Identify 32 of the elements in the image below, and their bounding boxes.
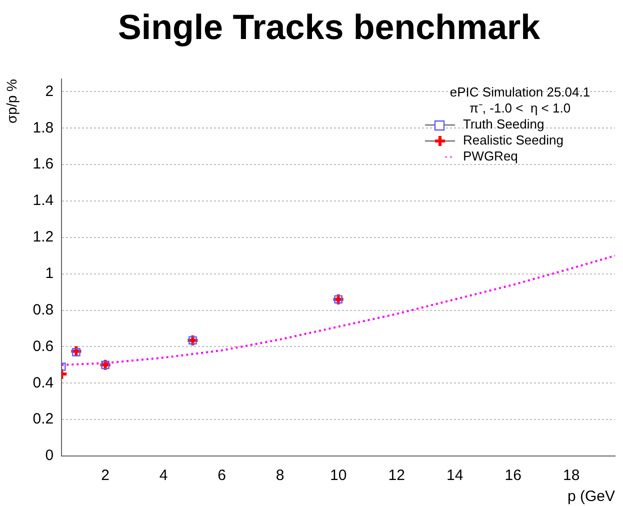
point [72, 348, 80, 356]
legend-label: Truth Seeding [463, 116, 544, 132]
x-tick-label: 10 [330, 467, 347, 484]
x-axis-title: p (GeV [567, 488, 615, 506]
legend-label: Realistic Seeding [463, 132, 564, 148]
y-axis-title: σp/p % [3, 79, 20, 124]
x-tick-label: 14 [446, 467, 464, 484]
y-tick-label: 1.2 [32, 228, 54, 246]
legend-label: PWGReq [463, 148, 518, 164]
y-tick-label: 1.4 [32, 192, 54, 210]
point [101, 360, 110, 370]
point [334, 295, 342, 304]
y-tick-label: 1.8 [32, 119, 54, 136]
annotation: π⁻, -1.0 < η < 1.0 [469, 100, 571, 116]
chart-title: Single Tracks benchmark [118, 8, 540, 48]
y-tick-label: 1 [45, 265, 54, 282]
x-tick-label: 6 [218, 467, 226, 484]
x-tick-label: 8 [276, 467, 284, 484]
point [188, 336, 197, 344]
y-tick-label: 0.8 [32, 301, 54, 318]
y-tick-label: 0.2 [32, 410, 54, 428]
y-tick-label: 2 [45, 82, 54, 100]
x-tick-label: 4 [159, 467, 168, 484]
y-tick-label: 1.6 [32, 156, 54, 173]
x-tick-label: 16 [504, 467, 522, 484]
x-tick-label: 2 [101, 467, 110, 484]
legend-title: ePIC Simulation 25.04.1 [450, 84, 590, 100]
y-tick-label: 0.6 [32, 338, 54, 355]
x-tick-label: 12 [388, 467, 405, 484]
y-tick-label: 0 [45, 447, 54, 464]
y-tick-label: 0.4 [32, 374, 54, 392]
x-tick-label: 18 [562, 467, 580, 484]
